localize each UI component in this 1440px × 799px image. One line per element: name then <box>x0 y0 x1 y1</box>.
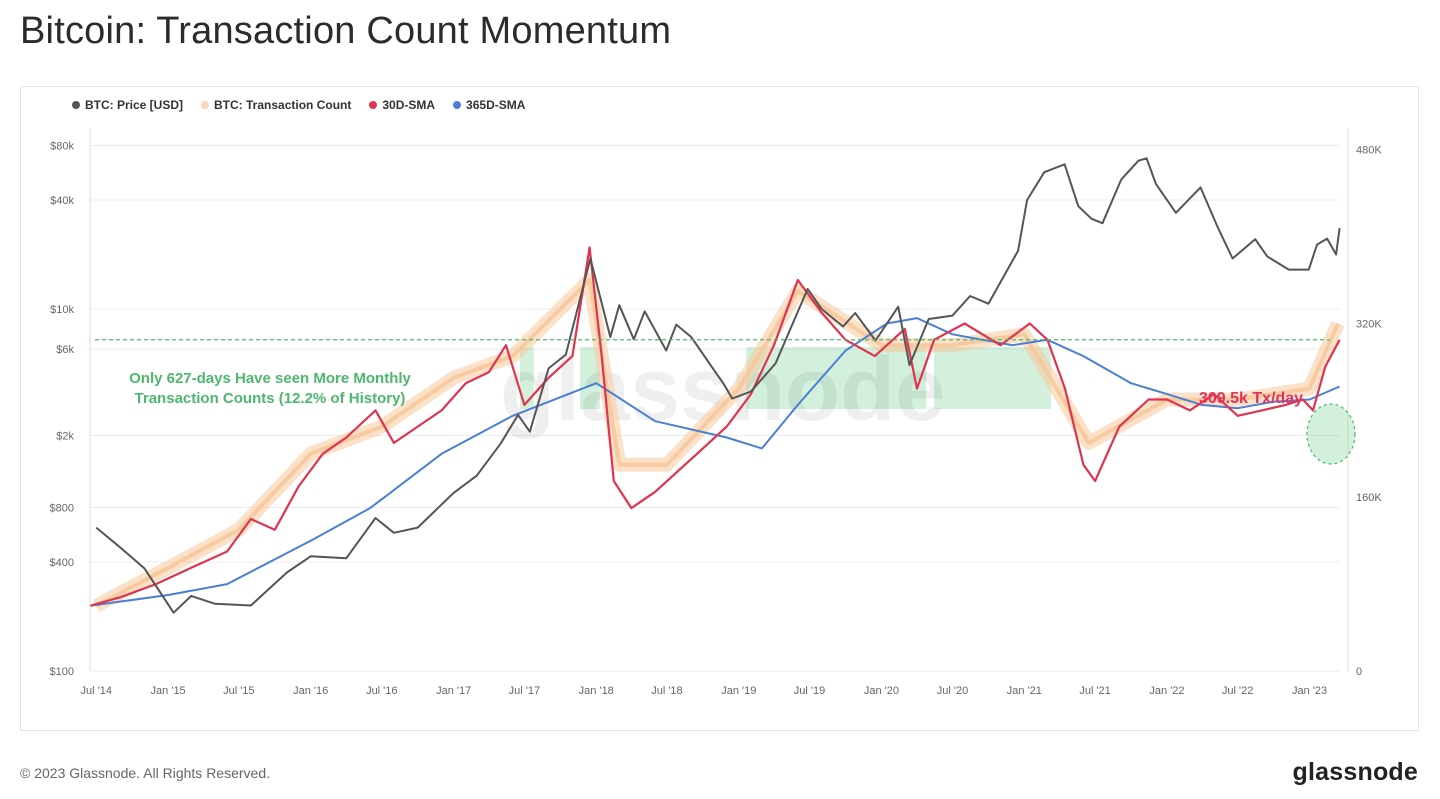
y-right-tick-label: 320K <box>1356 318 1382 330</box>
x-tick-label: Jul '20 <box>937 685 968 697</box>
annotation-current-value: 309.5k Tx/day <box>1199 390 1303 407</box>
sma30-line <box>89 246 1341 607</box>
x-tick-label: Jan '22 <box>1149 685 1184 697</box>
highlight-region <box>746 347 927 409</box>
y-left-tick-label: $800 <box>50 503 74 515</box>
legend-label-price: BTC: Price [USD] <box>85 98 184 112</box>
series-365d-sma <box>89 317 1340 607</box>
series-30d-sma <box>89 246 1341 607</box>
tx-count-band <box>93 273 1345 612</box>
x-tick-label: Jul '16 <box>366 685 397 697</box>
highlight-region <box>520 347 534 409</box>
footer-copyright: © 2023 Glassnode. All Rights Reserved. <box>20 765 271 781</box>
x-tick-label: Jul '18 <box>651 685 682 697</box>
legend-marker-tx-count <box>201 101 210 109</box>
y-left-tick-label: $2k <box>56 431 74 443</box>
axes: $100 $400 $800 $2k $6k $10k $40k $80k 0 160K 320K 4… <box>50 128 1382 697</box>
y-left-tick-label: $80k <box>50 141 74 153</box>
annotation-threshold-line2: Transaction Counts (12.2% of History) <box>135 390 406 407</box>
x-tick-label: Jan '19 <box>721 685 756 697</box>
x-tick-label: Jan '23 <box>1292 685 1327 697</box>
highlight-region <box>579 347 600 409</box>
watermark: glassnode <box>500 340 945 440</box>
x-tick-label: Jan '18 <box>579 685 614 697</box>
legend-label-tx-count: BTC: Transaction Count <box>214 98 352 112</box>
y-right-tick-label: 0 <box>1356 666 1362 678</box>
y-right-tick-label: 480K <box>1356 145 1382 157</box>
series-price <box>95 157 1341 614</box>
y-left-tick-label: $6k <box>56 344 74 356</box>
x-tick-label: Jul '22 <box>1222 685 1253 697</box>
legend-label-30d-sma: 30D-SMA <box>382 98 436 112</box>
legend-marker-30d-sma <box>369 101 378 109</box>
tx-count-line <box>95 278 1340 608</box>
legend-label-365d-sma: 365D-SMA <box>466 98 526 112</box>
x-tick-label: Jan '16 <box>293 685 328 697</box>
y-right-tick-label: 160K <box>1356 492 1382 504</box>
x-tick-label: Jul '21 <box>1079 685 1110 697</box>
legend-item-tx-count[interactable]: BTC: Transaction Count <box>201 98 351 112</box>
y-left-tick-label: $10k <box>50 304 74 316</box>
x-tick-label: Jan '21 <box>1007 685 1042 697</box>
x-tick-label: Jan '15 <box>151 685 186 697</box>
x-tick-label: Jul '17 <box>509 685 540 697</box>
legend-marker-price <box>72 101 80 109</box>
price-line <box>95 157 1341 614</box>
footer-logo: glassnode <box>1292 758 1418 786</box>
legend-item-30d-sma[interactable]: 30D-SMA <box>369 98 435 112</box>
sma365-line <box>89 317 1340 607</box>
y-left-tick-label: $400 <box>50 557 74 569</box>
x-tick-label: Jul '15 <box>223 685 254 697</box>
x-tick-label: Jan '20 <box>864 685 899 697</box>
legend-item-price[interactable]: BTC: Price [USD] <box>72 98 183 112</box>
annotation-threshold-line1: Only 627-days Have seen More Monthly <box>129 370 411 387</box>
x-tick-label: Jul '14 <box>81 685 112 697</box>
grid-lines <box>90 145 1340 672</box>
legend-item-365d-sma[interactable]: 365D-SMA <box>453 98 525 112</box>
current-highlight-ellipse <box>1306 403 1356 465</box>
x-tick-label: Jul '19 <box>794 685 825 697</box>
y-left-tick-label: $100 <box>50 666 74 678</box>
series-tx-count <box>93 273 1345 612</box>
x-tick-label: Jan '17 <box>436 685 471 697</box>
chart-legend: BTC: Price [USD] BTC: Transaction Count … <box>72 98 525 112</box>
page-title: Bitcoin: Transaction Count Momentum <box>20 10 672 52</box>
legend-marker-365d-sma <box>453 101 462 109</box>
y-left-tick-label: $40k <box>50 195 74 207</box>
